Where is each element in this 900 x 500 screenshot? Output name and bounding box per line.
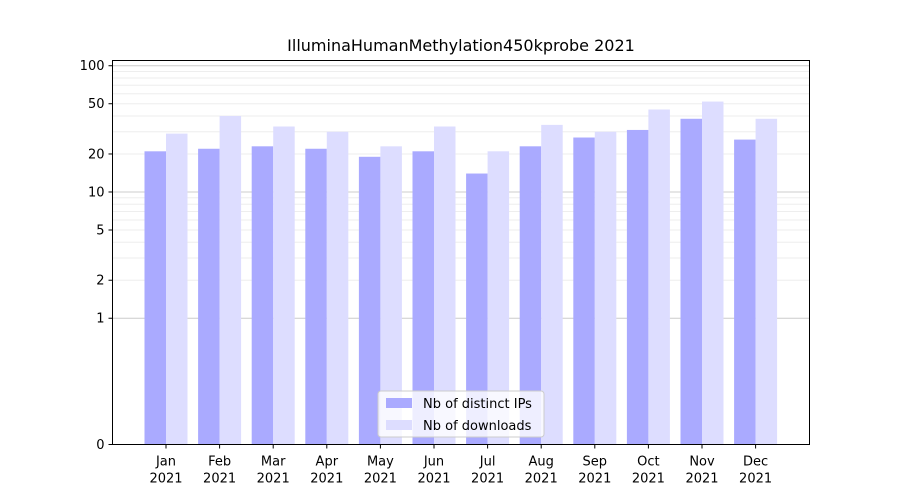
bar-downloads [702,101,724,445]
x-tick-label-month: Dec [743,455,768,470]
bar-distinct-ips [680,118,702,445]
legend-box [377,390,545,438]
x-tick-label-month: Mar [261,455,286,470]
x-tick-label-year: 2021 [685,472,718,487]
legend-label-distinct-ips: Nb of distinct IPs [423,397,532,412]
y-tick-label: 20 [88,147,105,162]
x-tick-label-year: 2021 [149,472,182,487]
bar-downloads [326,131,349,445]
x-tick-label-year: 2021 [632,472,665,487]
bar-downloads [380,146,402,445]
x-tick-label-year: 2021 [578,472,611,487]
bar-distinct-ips [251,146,274,445]
x-tick-label-month: Sep [583,455,608,470]
x-tick-label-month: Oct [637,455,659,470]
bar-downloads [273,126,295,445]
y-tick-label: 0 [96,438,104,453]
x-tick-label-year: 2021 [417,472,450,487]
legend: Nb of distinct IPs Nb of downloads [377,390,545,438]
x-tick-label-month: Feb [208,455,231,470]
x-tick-label-year: 2021 [310,472,343,487]
x-tick-label-month: Jul [479,455,496,470]
bar-distinct-ips [466,173,488,445]
legend-swatch-distinct-ips [386,398,412,408]
x-tick-label-month: Aug [529,455,554,470]
chart-title: IlluminaHumanMethylation450kprobe 2021 [287,36,635,55]
bar-distinct-ips [305,148,327,445]
y-tick-label: 5 [96,223,104,238]
legend-swatch-downloads [386,420,412,430]
bar-downloads [487,151,510,445]
x-tick-label-year: 2021 [364,472,397,487]
x-tick-label-year: 2021 [471,472,504,487]
bar-distinct-ips [412,151,434,445]
bar-distinct-ips [734,139,756,445]
bar-downloads [434,126,456,445]
y-tick-label: 2 [96,274,104,289]
bar-downloads [594,131,617,445]
x-tick-label-month: Apr [316,455,339,470]
x-tick-label-year: 2021 [203,472,236,487]
bar-downloads [755,118,778,445]
bars [144,101,778,445]
x-axis: Jan 2021 Feb 2021 Mar 2021 Apr 2021 May 2021 Jun 20… [149,444,772,487]
x-tick-label-month: Nov [689,455,715,470]
bar-distinct-ips [573,137,595,445]
bar-distinct-ips [144,151,166,445]
bar-downloads [219,115,242,445]
x-tick-label-year: 2021 [525,472,558,487]
bar-downloads [648,109,670,445]
legend-label-downloads: Nb of downloads [423,419,532,434]
x-tick-label-month: Jan [155,455,176,470]
y-tick-label: 50 [88,97,105,112]
bar-distinct-ips [519,146,542,445]
y-tick-label: 100 [80,59,105,74]
bar-distinct-ips [198,148,220,445]
y-tick-label: 1 [96,312,104,327]
x-tick-label-month: May [367,455,394,470]
bar-downloads [166,133,188,445]
bar-downloads [541,124,563,445]
plot-frame [112,60,810,445]
y-axis: 0 1 2 5 10 20 50 100 [80,59,113,453]
y-tick-label: 10 [88,185,105,200]
x-tick-label-year: 2021 [257,472,290,487]
x-tick-label-month: Jun [423,455,444,470]
bar-distinct-ips [358,156,381,445]
x-tick-label-year: 2021 [739,472,772,487]
bar-distinct-ips [626,129,649,445]
